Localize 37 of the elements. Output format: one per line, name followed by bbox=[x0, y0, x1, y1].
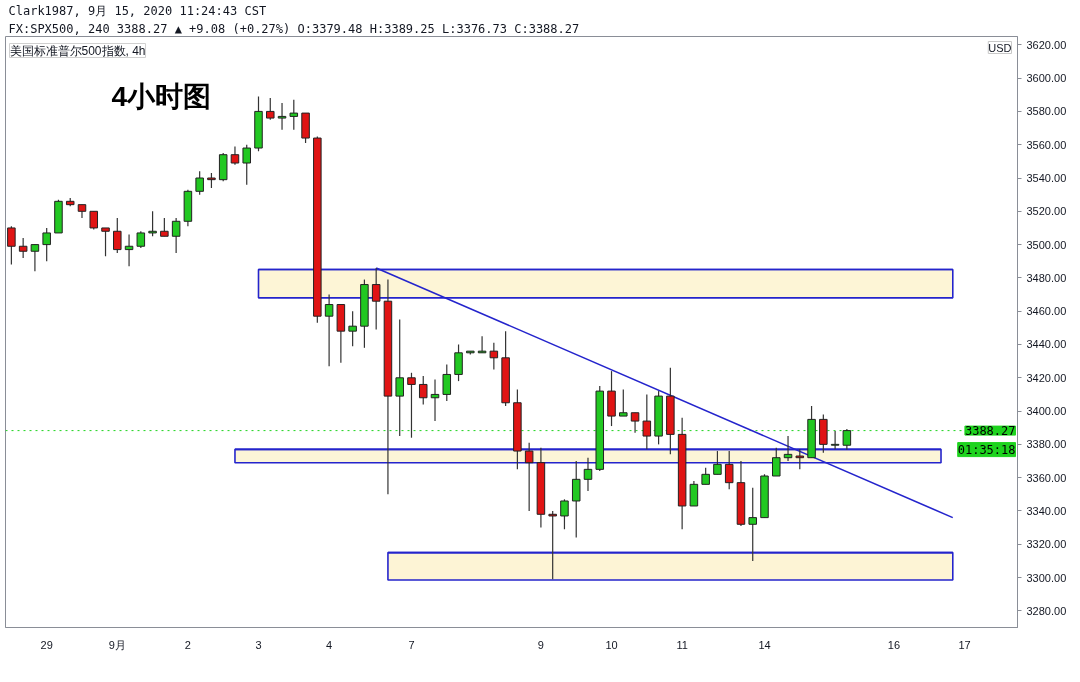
x-tick-label: 4 bbox=[326, 638, 333, 651]
y-tick-label: 3380.00 bbox=[1026, 438, 1067, 451]
y-tick-label: 3540.00 bbox=[1026, 172, 1067, 185]
x-tick-label: 7 bbox=[408, 638, 415, 651]
y-tick-label: 3280.00 bbox=[1026, 604, 1067, 617]
y-tick-label: 3560.00 bbox=[1026, 138, 1067, 151]
x-tick-label: 16 bbox=[887, 638, 901, 651]
y-tick-label: 3500.00 bbox=[1026, 238, 1067, 251]
x-tick-label: 10 bbox=[605, 638, 618, 651]
text: 美国标准普尔500指数, 4h bbox=[9, 43, 146, 58]
annotation: USD bbox=[988, 41, 1012, 54]
x-tick-label: 17 bbox=[958, 638, 971, 651]
y-tick-label: 3340.00 bbox=[1026, 504, 1067, 517]
x-tick-label: 9月 bbox=[108, 638, 126, 651]
y-tick-label: 3460.00 bbox=[1026, 305, 1067, 318]
y-tick-label: 3420.00 bbox=[1026, 371, 1067, 384]
y-tick-label: 3440.00 bbox=[1026, 338, 1067, 351]
text: Clark1987, 9月 15, 2020 11:24:43 CST bbox=[8, 3, 267, 18]
y-tick-label: 3620.00 bbox=[1026, 38, 1067, 51]
y-tick-label: 3520.00 bbox=[1026, 205, 1067, 218]
x-tick-label: 11 bbox=[676, 638, 688, 651]
x-tick-label: 29 bbox=[40, 638, 53, 651]
text: 4小时图 bbox=[111, 80, 212, 112]
y-tick-label: 3360.00 bbox=[1026, 471, 1067, 484]
ref-line-label: 3388.27 bbox=[964, 424, 1016, 439]
x-tick-label: 3 bbox=[255, 638, 262, 651]
y-tick-label: 3400.00 bbox=[1026, 405, 1067, 418]
x-tick-label: 9 bbox=[537, 638, 544, 651]
y-tick-label: 3480.00 bbox=[1026, 271, 1067, 284]
x-tick-label: 2 bbox=[184, 638, 191, 651]
annotation: 01:35:18 bbox=[957, 442, 1016, 457]
x-tick-label: 14 bbox=[758, 638, 771, 651]
text: FX:SPX500, 240 3388.27 ▲ +9.08 (+0.27%) O:3379.48 H:3389.25 L:3376.73 C:3388.27 bbox=[8, 21, 580, 36]
y-tick-label: 3320.00 bbox=[1026, 538, 1067, 551]
y-tick-label: 3580.00 bbox=[1026, 105, 1067, 118]
y-tick-label: 3600.00 bbox=[1026, 72, 1067, 85]
y-tick-label: 3300.00 bbox=[1026, 571, 1067, 584]
